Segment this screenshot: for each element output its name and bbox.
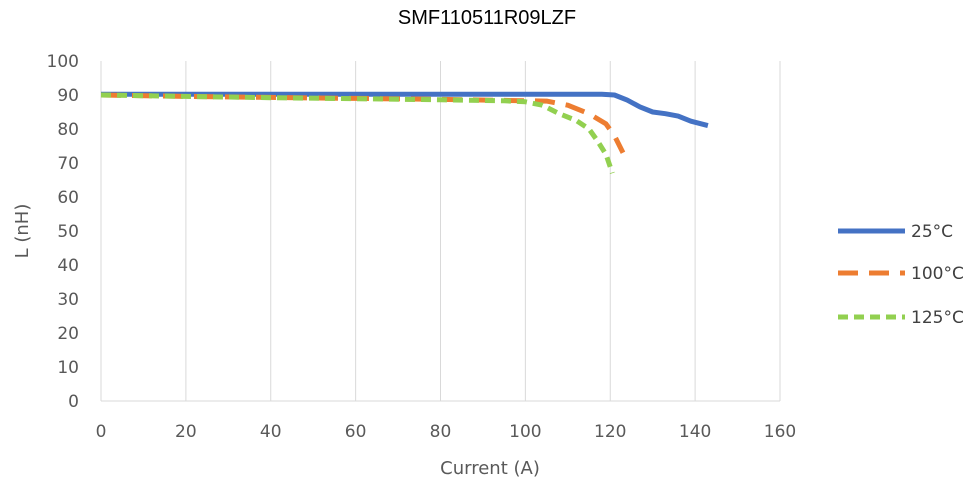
series-line-2	[100, 92, 615, 175]
legend-label: 100°C	[911, 264, 964, 284]
x-tick-label: 120	[594, 422, 626, 442]
legend-label: 125°C	[911, 308, 964, 328]
y-tick-label: 70	[57, 154, 79, 174]
x-tick-label: 80	[430, 422, 452, 442]
legend: 25°C 100°C 125°C	[838, 222, 964, 328]
y-tick-label: 40	[57, 256, 79, 276]
y-tick-label: 20	[57, 324, 79, 344]
series-line-0	[101, 91, 709, 129]
chart-title: SMF110511R09LZF	[398, 7, 576, 29]
y-tick-label: 100	[47, 52, 79, 72]
x-tick-label: 60	[345, 422, 367, 442]
x-tick-label: 40	[260, 422, 282, 442]
y-tick-label: 60	[57, 188, 79, 208]
x-tick-label: 20	[175, 422, 197, 442]
legend-label: 25°C	[911, 222, 953, 242]
x-axis-title: Current (A)	[440, 458, 540, 479]
y-tick-label: 90	[57, 86, 79, 106]
y-tick-label: 80	[57, 120, 79, 140]
y-axis-ticks: 0 10 20 30 40 50 60 70 80 90 100	[47, 52, 79, 412]
x-tick-label: 160	[764, 422, 796, 442]
x-tick-label: 0	[96, 422, 107, 442]
x-tick-label: 140	[679, 422, 711, 442]
series-line-1	[100, 92, 626, 154]
y-tick-label: 30	[57, 290, 79, 310]
x-tick-label: 100	[509, 422, 541, 442]
x-axis-ticks: 0 20 40 60 80 100 120 140 160	[96, 422, 797, 442]
grid	[100, 61, 781, 402]
y-tick-label: 0	[68, 392, 79, 412]
y-tick-label: 10	[57, 358, 79, 378]
y-tick-label: 50	[57, 222, 79, 242]
series-layer	[100, 91, 709, 175]
y-axis-title: L (nH)	[12, 204, 33, 259]
